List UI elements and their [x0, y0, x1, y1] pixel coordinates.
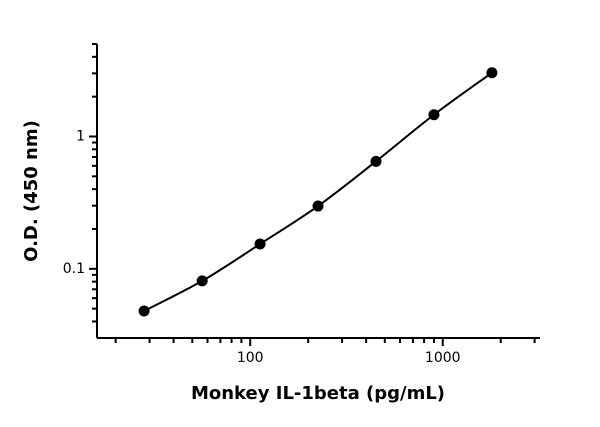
x-tick-label: 1000: [425, 350, 461, 366]
data-point: [254, 238, 266, 250]
data-point: [196, 275, 208, 287]
data-point: [428, 109, 440, 121]
fit-line: [143, 71, 493, 312]
data-point: [370, 155, 382, 167]
y-axis-title: O.D. (450 nm): [21, 120, 42, 262]
y-tick-label: 0.1: [63, 261, 85, 277]
data-point: [138, 305, 150, 317]
y-tick-label: 1: [76, 128, 85, 144]
data-point: [312, 200, 324, 212]
x-axis-title: Monkey IL-1beta (pg/mL): [191, 383, 445, 404]
data-point: [486, 67, 498, 79]
x-tick-label: 100: [237, 350, 264, 366]
